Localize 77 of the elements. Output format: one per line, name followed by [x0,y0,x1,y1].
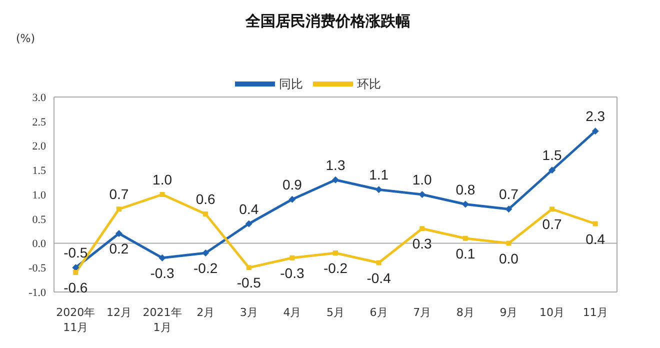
data-label: 0.2 [109,240,129,256]
y-tick-label: 1.0 [32,189,46,202]
data-label: -0.2 [194,260,218,276]
point [246,265,252,270]
chart-title: 全国居民消费价格涨跌幅 [244,12,412,31]
data-label: 0.4 [586,230,606,247]
x-tick-label: 11月 [582,306,608,319]
y-tick-label: 0.0 [32,238,46,250]
data-label: -0.4 [366,270,392,286]
data-label: 0.0 [498,250,519,266]
data-label: 0.4 [239,200,259,217]
point [288,196,296,203]
point [73,270,78,275]
data-label: 1.0 [412,172,432,188]
point [290,255,295,260]
point [333,250,338,256]
data-label: -0.5 [64,244,88,261]
y-tick-label: 1.5 [32,165,46,178]
point [592,221,598,226]
x-tick-label: 8月 [456,306,474,319]
y-tick-label: 3.0 [32,92,46,104]
y-tick-label: -0.5 [28,262,46,275]
data-label: -0.2 [323,260,348,276]
legend-label: 同比 [279,77,303,92]
y-tick-label: 0.5 [32,214,46,226]
point [420,226,425,232]
point [505,206,512,213]
point [202,250,210,256]
x-tick-label: 7月 [413,306,432,319]
data-label: -0.5 [236,274,262,291]
x-tick-label: 2月 [196,306,215,319]
point [375,186,382,194]
point [203,212,208,216]
point [160,192,165,197]
point [115,230,122,237]
point [116,206,122,212]
data-label: 0.8 [456,181,476,198]
data-label: 0.3 [412,236,432,252]
point [245,220,252,228]
x-tick-label: 10月 [540,306,565,319]
x-tick-label: 2020年 11月 [56,306,96,334]
data-label: 0.1 [456,245,476,262]
data-label: 0.9 [282,176,302,192]
x-tick-label: 3月 [240,306,258,319]
data-label: 1.5 [542,147,562,164]
data-label: -0.3 [150,264,175,281]
x-tick-label: 6月 [370,306,388,319]
point [550,206,555,212]
point [418,191,426,198]
data-label: 2.3 [586,108,606,124]
data-label: 0.7 [498,186,519,202]
x-tick-label: 9月 [500,306,518,319]
x-tick-label: 5月 [326,306,344,319]
x-tick-label: 12月 [106,306,132,319]
point [462,200,469,208]
point [158,254,166,262]
y-tick-label: 2.0 [32,140,46,153]
x-tick-label: 4月 [283,306,302,319]
data-label: 0.6 [196,191,216,207]
y-axis-title: (%) [16,32,36,45]
data-label: 1.3 [326,156,346,173]
data-label: -0.6 [64,280,88,296]
y-tick-label: -1.0 [28,286,46,299]
y-tick-label: 2.5 [32,116,46,128]
x-tick-label: 2021年 1月 [142,306,182,334]
data-label: -0.3 [280,264,304,281]
point [548,166,556,174]
data-label: 0.7 [542,216,562,232]
point [462,236,468,241]
data-label: 1.1 [369,166,389,183]
point [592,128,599,135]
point [332,176,339,184]
data-label: 0.7 [109,186,129,202]
data-label: 1.0 [152,172,172,188]
point [376,260,382,266]
point [506,240,512,246]
legend-label: 环比 [357,77,381,92]
